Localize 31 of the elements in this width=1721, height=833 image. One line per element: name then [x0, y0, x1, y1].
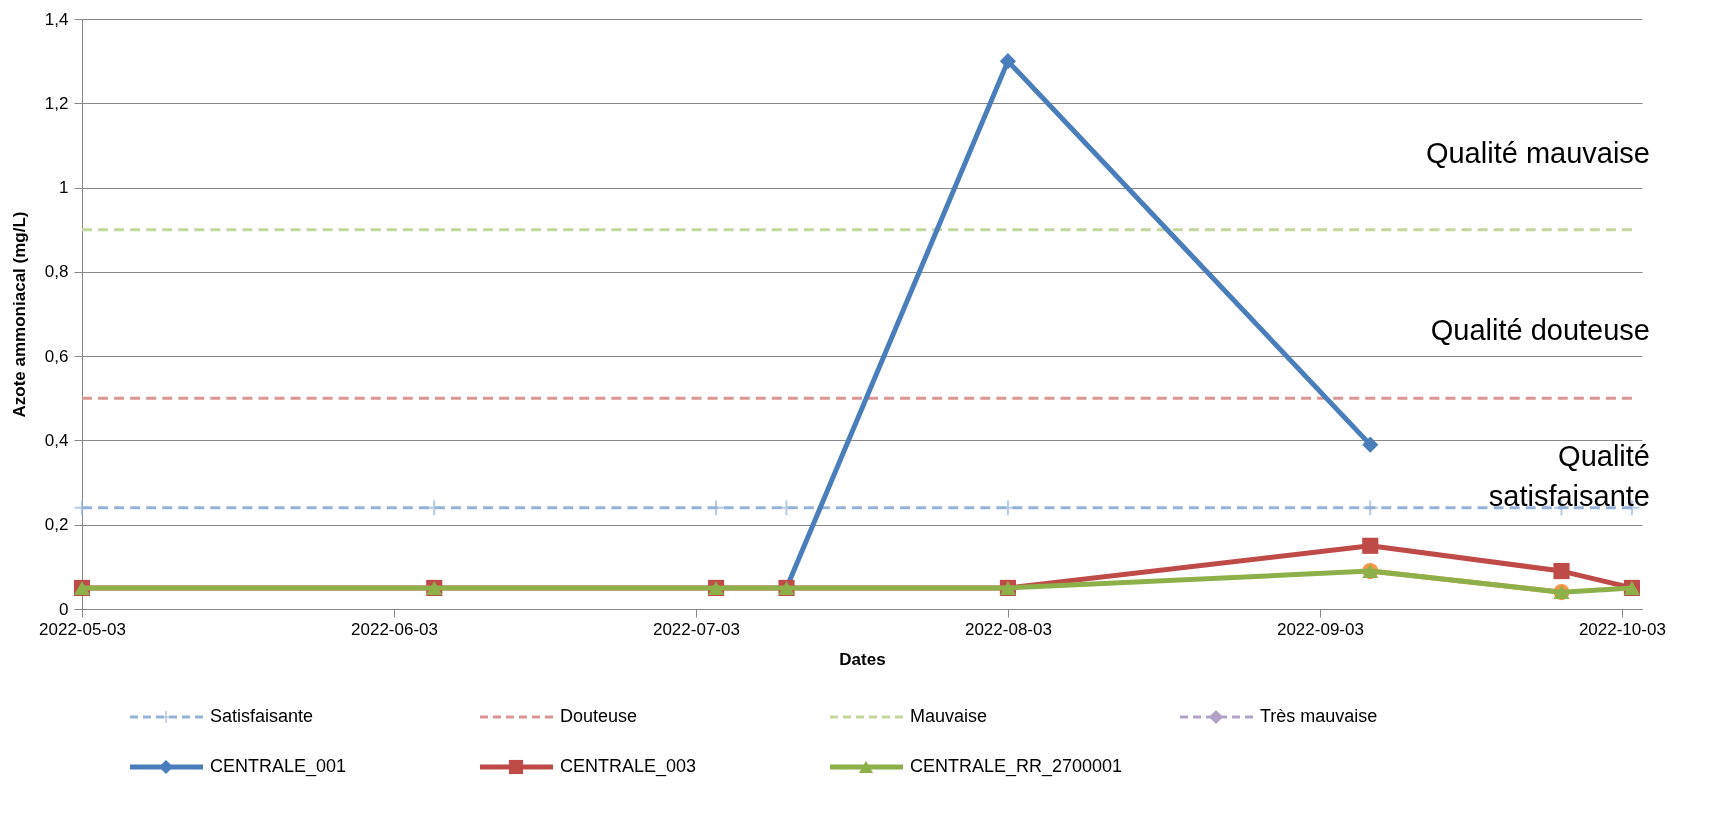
y-tick-label: 0	[59, 599, 69, 619]
legend-label: Satisfaisante	[210, 706, 314, 726]
y-tick-label: 1,4	[44, 9, 69, 29]
point	[1361, 499, 1379, 517]
x-tick-label: 2022-10-03	[1578, 619, 1666, 639]
x-tick-label: 2022-08-03	[964, 619, 1052, 639]
legend-label: Très mauvaise	[1260, 706, 1378, 726]
y-axis-title: Azote ammoniacal (mg/L)	[9, 211, 29, 418]
point	[999, 53, 1016, 70]
point	[1553, 563, 1570, 580]
legend-label: CENTRALE_003	[560, 756, 697, 777]
x-tick-label: 2022-06-03	[351, 619, 438, 639]
legend-label: CENTRALE_RR_2700001	[910, 756, 1123, 777]
y-tick-label: 0,4	[44, 430, 69, 450]
x-tick-label: 2022-07-03	[652, 619, 740, 639]
legend-label: Douteuse	[560, 706, 638, 726]
y-tick-label: 1	[59, 178, 69, 198]
point	[1362, 436, 1379, 453]
annotation: Qualité douteuse	[1430, 313, 1650, 346]
legend-label: CENTRALE_001	[210, 756, 347, 777]
x-tick-label: 2022-09-03	[1276, 619, 1364, 639]
y-tick-label: 0,6	[44, 346, 69, 366]
point	[1362, 537, 1379, 554]
x-tick-label: 2022-05-03	[39, 619, 126, 639]
y-tick-label: 0,2	[44, 515, 69, 535]
x-axis-title: Dates	[839, 649, 886, 669]
legend-label: Mauvaise	[910, 706, 988, 726]
annotation: Qualité satisfaisante	[1488, 439, 1650, 512]
y-tick-label: 0,8	[44, 262, 69, 282]
annotation: Qualité mauvaise	[1425, 137, 1650, 170]
y-tick-label: 1,2	[44, 93, 69, 113]
